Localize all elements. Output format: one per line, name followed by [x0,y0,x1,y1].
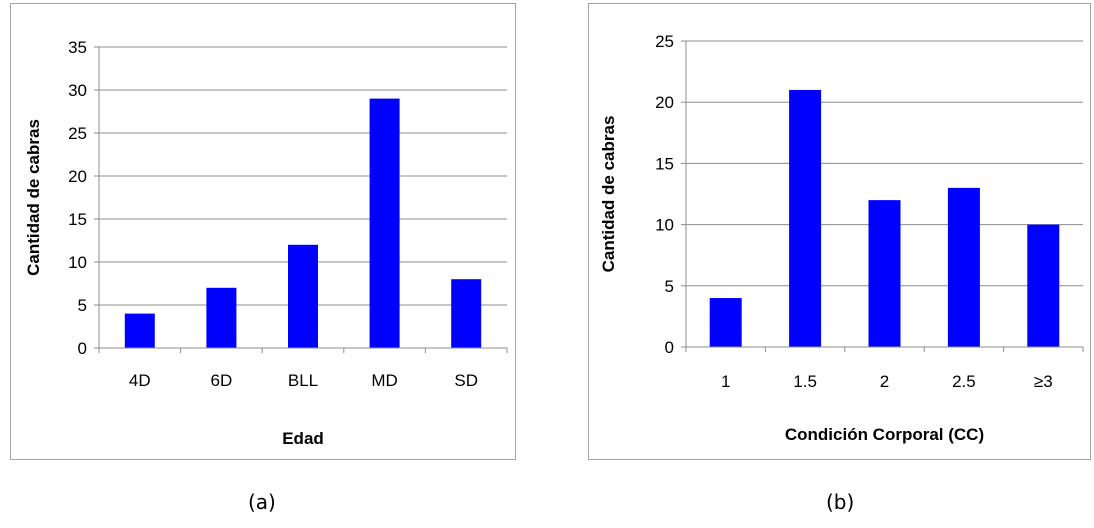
x-tick-label: ≥3 [1034,372,1053,391]
y-tick-label: 10 [655,216,674,235]
bar-MD [369,98,400,348]
chart-a-panel: 0 5 10 15 20 25 30 35 4D 6D BLL MD SD Edad Cantidad de… [10,3,516,460]
y-tick-label: 15 [655,154,674,173]
caption-b: (b) [826,490,855,514]
x-tick-label: BLL [288,371,318,390]
y-tick-label: 25 [655,32,674,51]
bar-BLL [288,244,318,348]
y-tick-label: 15 [68,210,87,229]
y-tick-label: 35 [68,38,87,57]
x-tick-label: 2 [880,372,889,391]
x-tick-label: 1.5 [793,372,817,391]
x-tick-label: SD [454,371,478,390]
x-axis-title: Edad [282,429,324,448]
bar-4D [124,313,155,348]
bar-6D [206,287,237,348]
x-tick-label: 4D [129,371,151,390]
y-tick-label: 0 [78,339,87,358]
y-tick-label: 10 [68,253,87,272]
bar-1.5 [789,89,822,348]
bar-2 [868,200,901,347]
bar-SD [451,279,482,348]
x-tick-label: MD [371,371,397,390]
x-axis-title: Condición Corporal (CC) [785,425,984,444]
bar-2.5 [947,187,980,347]
x-tick-label: 6D [211,371,233,390]
chart-b-panel: 0 5 10 15 20 25 1 1.5 2 2.5 ≥3 Condición Corporal (… [588,3,1091,460]
y-tick-label: 20 [68,167,87,186]
x-tick-label: 2.5 [952,372,976,391]
y-axis-title: Cantidad de cabras [599,116,618,273]
y-tick-label: 30 [68,81,87,100]
bar-≥3 [1027,224,1060,347]
chart-a: 0 5 10 15 20 25 30 35 4D 6D BLL MD SD Edad Cantidad de… [24,38,508,448]
y-tick-label: 20 [655,93,674,112]
y-tick-label: 5 [78,296,87,315]
caption-a: (a) [248,490,276,514]
y-axis-title: Cantidad de cabras [24,119,43,276]
y-tick-label: 25 [68,124,87,143]
y-tick-label: 0 [665,338,674,357]
chart-b: 0 5 10 15 20 25 1 1.5 2 2.5 ≥3 Condición Corporal (… [599,32,1084,444]
x-tick-label: 1 [721,372,730,391]
y-tick-label: 5 [665,277,674,296]
bar-1 [709,298,742,347]
